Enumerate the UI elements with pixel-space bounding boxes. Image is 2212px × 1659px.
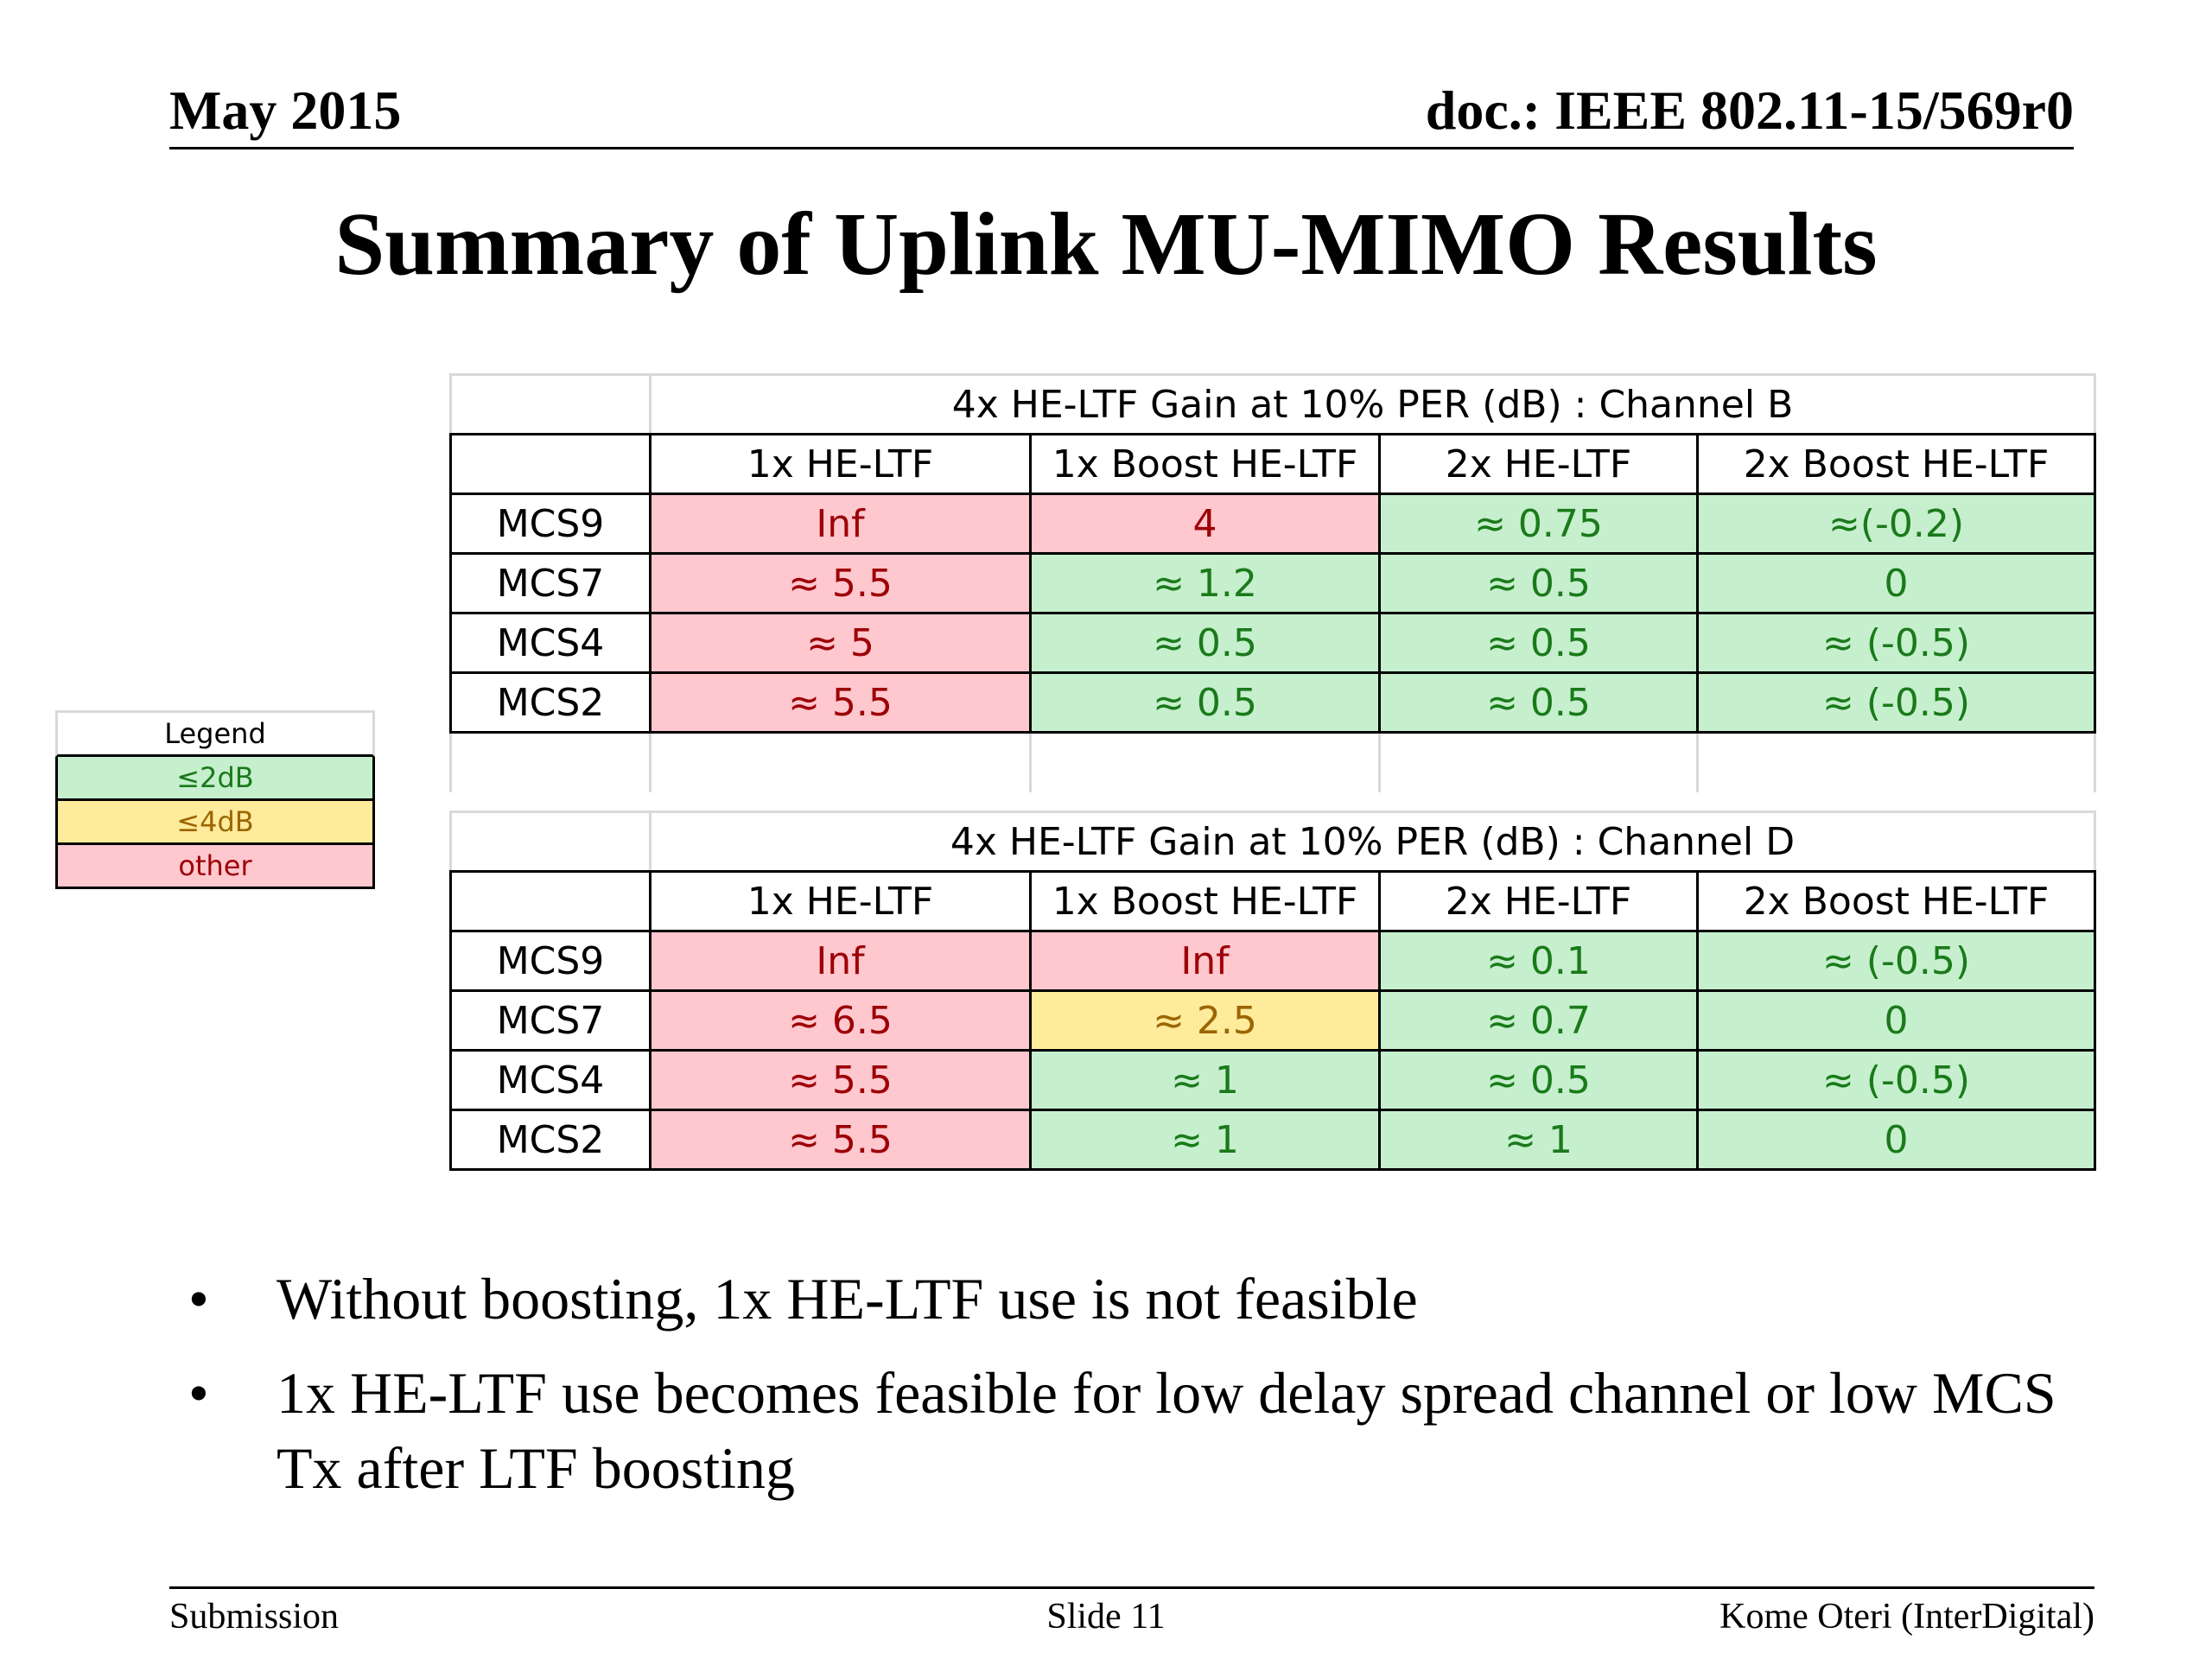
caption-row: 4x HE-LTF Gain at 10% PER (dB) : Channel… xyxy=(449,810,2096,873)
corner-cell xyxy=(449,373,652,435)
gain-cell: ≈ 5.5 xyxy=(649,1109,1032,1171)
table-row: MCS7 ≈ 6.5 ≈ 2.5 ≈ 0.7 0 xyxy=(449,989,2096,1052)
table-row: MCS2 ≈ 5.5 ≈ 1 ≈ 1 0 xyxy=(449,1109,2096,1171)
gain-cell: ≈ 1 xyxy=(1029,1049,1381,1111)
legend-item-le2db: ≤2dB xyxy=(55,757,375,801)
gain-cell: ≈ 0.7 xyxy=(1378,989,1699,1052)
results-table-channel-d: 4x HE-LTF Gain at 10% PER (dB) : Channel… xyxy=(449,810,2096,1171)
row-label: MCS4 xyxy=(449,1049,652,1111)
row-label: MCS7 xyxy=(449,989,652,1052)
column-header: 1x HE-LTF xyxy=(649,870,1032,932)
bullet-list: • Without boosting, 1x HE-LTF use is not… xyxy=(173,1262,2074,1525)
table-caption: 4x HE-LTF Gain at 10% PER (dB) : Channel… xyxy=(649,373,2096,435)
column-header: 2x Boost HE-LTF xyxy=(1696,433,2096,495)
row-label: MCS7 xyxy=(449,552,652,614)
bullet-item: • 1x HE-LTF use becomes feasible for low… xyxy=(173,1356,2074,1506)
gain-cell: 0 xyxy=(1696,552,2096,614)
gain-cell: Inf xyxy=(649,930,1032,992)
header-blank xyxy=(449,433,652,495)
gain-cell: ≈ (-0.5) xyxy=(1696,930,2096,992)
bullet-text: 1x HE-LTF use becomes feasible for low d… xyxy=(276,1360,2056,1502)
gain-cell: ≈(-0.2) xyxy=(1696,493,2096,555)
table-caption: 4x HE-LTF Gain at 10% PER (dB) : Channel… xyxy=(649,810,2096,873)
column-header: 1x HE-LTF xyxy=(649,433,1032,495)
gain-cell: 4 xyxy=(1029,493,1381,555)
bullet-dot-icon: • xyxy=(188,1360,209,1427)
gain-cell: ≈ 0.5 xyxy=(1378,552,1699,614)
gain-cell: 0 xyxy=(1696,989,2096,1052)
row-label: MCS9 xyxy=(449,493,652,555)
gain-cell: ≈ (-0.5) xyxy=(1696,1049,2096,1111)
table-row: MCS4 ≈ 5.5 ≈ 1 ≈ 0.5 ≈ (-0.5) xyxy=(449,1049,2096,1111)
gain-cell: ≈ 5.5 xyxy=(649,671,1032,734)
bullet-item: • Without boosting, 1x HE-LTF use is not… xyxy=(173,1262,2074,1337)
spacer-cell xyxy=(1378,731,1699,792)
header-date: May 2015 xyxy=(169,79,402,141)
gain-cell: ≈ 2.5 xyxy=(1029,989,1381,1052)
gain-cell: ≈ 5.5 xyxy=(649,1049,1032,1111)
row-label: MCS2 xyxy=(449,671,652,734)
legend-item-other: other xyxy=(55,845,375,889)
gain-cell: Inf xyxy=(649,493,1032,555)
legend-item-le4db: ≤4dB xyxy=(55,801,375,845)
table-row: MCS7 ≈ 5.5 ≈ 1.2 ≈ 0.5 0 xyxy=(449,552,2096,614)
header-row: 1x HE-LTF 1x Boost HE-LTF 2x HE-LTF 2x B… xyxy=(449,870,2096,932)
header-blank xyxy=(449,870,652,932)
gain-cell: ≈ 5 xyxy=(649,612,1032,674)
table-row: MCS4 ≈ 5 ≈ 0.5 ≈ 0.5 ≈ (-0.5) xyxy=(449,612,2096,674)
table-row: MCS2 ≈ 5.5 ≈ 0.5 ≈ 0.5 ≈ (-0.5) xyxy=(449,671,2096,734)
gain-cell: ≈ (-0.5) xyxy=(1696,671,2096,734)
corner-cell xyxy=(449,810,652,873)
footer-slide-number: Slide 11 xyxy=(1046,1597,1166,1637)
row-label: MCS2 xyxy=(449,1109,652,1171)
gain-cell: ≈ 0.5 xyxy=(1378,1049,1699,1111)
gain-cell: ≈ 1 xyxy=(1378,1109,1699,1171)
legend: Legend ≤2dB ≤4dB other xyxy=(55,710,375,889)
row-label: MCS9 xyxy=(449,930,652,992)
gain-cell: 0 xyxy=(1696,1109,2096,1171)
gain-cell: ≈ 0.75 xyxy=(1378,493,1699,555)
gain-cell: ≈ 1.2 xyxy=(1029,552,1381,614)
row-label: MCS4 xyxy=(449,612,652,674)
gain-cell: ≈ 1 xyxy=(1029,1109,1381,1171)
header-doc-id: doc.: IEEE 802.11-15/569r0 xyxy=(1425,79,2074,141)
column-header: 1x Boost HE-LTF xyxy=(1029,870,1381,932)
spacer-cell xyxy=(1696,731,2096,792)
column-header: 1x Boost HE-LTF xyxy=(1029,433,1381,495)
column-header: 2x HE-LTF xyxy=(1378,433,1699,495)
gain-cell: ≈ 5.5 xyxy=(649,552,1032,614)
slide-title: Summary of Uplink MU-MIMO Results xyxy=(334,194,1878,294)
bullet-text: Without boosting, 1x HE-LTF use is not f… xyxy=(276,1266,1418,1332)
footer-author: Kome Oteri (InterDigital) xyxy=(1719,1597,2094,1637)
header-rule xyxy=(169,147,2074,149)
spacer-cell xyxy=(449,731,652,792)
gain-cell: ≈ 0.5 xyxy=(1029,612,1381,674)
gain-cell: ≈ (-0.5) xyxy=(1696,612,2096,674)
spacer-cell xyxy=(649,731,1032,792)
gain-cell: ≈ 6.5 xyxy=(649,989,1032,1052)
gain-cell: ≈ 0.5 xyxy=(1378,612,1699,674)
results-table-channel-b: 4x HE-LTF Gain at 10% PER (dB) : Channel… xyxy=(449,373,2096,792)
gain-cell: ≈ 0.1 xyxy=(1378,930,1699,992)
spacer-row xyxy=(449,731,2096,792)
spacer-cell xyxy=(1029,731,1381,792)
gain-cell: ≈ 0.5 xyxy=(1378,671,1699,734)
column-header: 2x Boost HE-LTF xyxy=(1696,870,2096,932)
legend-title: Legend xyxy=(55,710,375,757)
column-header: 2x HE-LTF xyxy=(1378,870,1699,932)
bullet-dot-icon: • xyxy=(188,1266,209,1332)
gain-cell: Inf xyxy=(1029,930,1381,992)
caption-row: 4x HE-LTF Gain at 10% PER (dB) : Channel… xyxy=(449,373,2096,435)
table-row: MCS9 Inf 4 ≈ 0.75 ≈(-0.2) xyxy=(449,493,2096,555)
gain-cell: ≈ 0.5 xyxy=(1029,671,1381,734)
table-row: MCS9 Inf Inf ≈ 0.1 ≈ (-0.5) xyxy=(449,930,2096,992)
header-row: 1x HE-LTF 1x Boost HE-LTF 2x HE-LTF 2x B… xyxy=(449,433,2096,495)
footer-rule xyxy=(169,1586,2094,1589)
footer-submission: Submission xyxy=(169,1597,340,1637)
